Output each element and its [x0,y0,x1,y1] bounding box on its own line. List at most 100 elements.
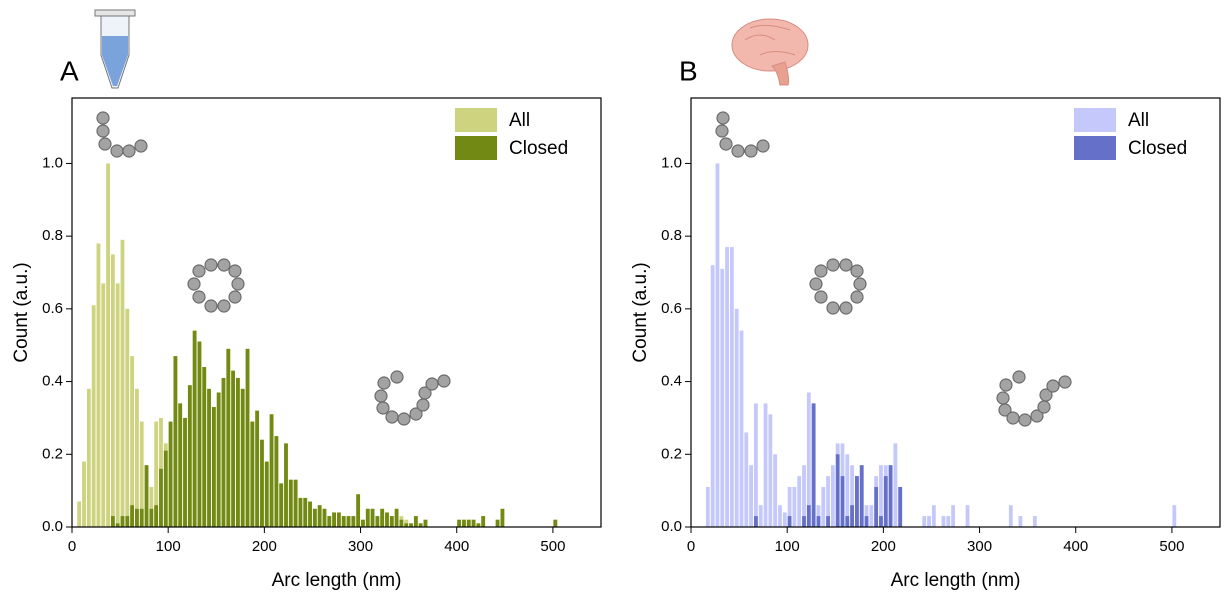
bar [211,407,216,527]
bar [821,487,826,527]
bar [816,516,821,527]
bar [101,283,106,527]
bar [130,505,135,527]
legend-label: All [509,110,530,131]
bar [159,468,163,527]
bar [380,508,385,527]
bar [245,348,250,527]
bar [394,508,399,527]
bar [288,479,293,527]
bar [879,516,883,527]
bar [255,410,260,527]
bar [409,523,413,527]
brain-icon [731,18,809,86]
bar [221,377,226,527]
x-tick-label: 300 [348,538,373,555]
x-axis-label: Arc length (nm) [272,570,402,591]
bar [341,516,346,527]
bar [77,501,82,527]
bar [375,516,380,527]
bar [893,443,898,527]
x-tick-label: 100 [775,538,800,555]
y-tick-label: 0.8 [42,227,63,244]
y-tick-label: 0.0 [42,518,63,535]
bar [240,388,245,527]
bar [154,505,159,527]
bar [763,403,768,527]
bar [231,370,236,527]
plot-frame [71,97,602,528]
bar [269,414,274,527]
bar [739,330,744,527]
bar [274,436,279,527]
bar [1172,505,1177,527]
bar [826,516,830,527]
bar [332,512,336,527]
bar [308,501,312,527]
bar [840,476,845,527]
bar [385,512,389,527]
bar [86,388,91,527]
bar [830,465,835,527]
bar [144,465,149,527]
bar [293,479,298,527]
y-tick-label: 0.8 [661,227,682,244]
bar [370,508,375,527]
bar [835,454,840,527]
bar [125,308,130,527]
bar [135,388,139,527]
y-tick-label: 0.4 [661,373,682,390]
bar [710,265,715,527]
bar [226,348,231,527]
y-tick-label: 0.2 [661,445,682,462]
x-tick-label: 200 [871,538,896,555]
bar [802,465,806,527]
bar [183,417,187,527]
x-tick-label: 300 [967,538,992,555]
bar [778,505,782,527]
bar [787,516,792,527]
x-tick-label: 400 [444,538,469,555]
bar [850,505,855,527]
bar [130,356,135,527]
bar [931,505,936,527]
bar [797,476,802,527]
y-tick-label: 1.0 [42,154,63,171]
bar [139,421,144,527]
bar [476,523,481,527]
bar [744,432,749,527]
bar [202,367,207,527]
bar [82,461,86,527]
bar [322,508,327,527]
ring-bead-icon [187,258,867,315]
bar [120,239,125,527]
bar [826,476,830,527]
legend-swatch [1074,136,1116,160]
bar [139,508,144,527]
bar [749,465,754,527]
bar [965,505,970,527]
bar [389,516,394,527]
y-axis-label: Count (a.u.) [630,262,651,362]
bar [115,523,120,527]
x-tick-label: 200 [252,538,277,555]
legend-swatch [1074,108,1116,132]
bar [888,465,893,527]
bar [279,483,284,527]
bar [879,465,883,527]
bar [250,421,255,527]
bar [859,465,864,527]
legend-swatch [455,108,497,132]
bar [351,516,356,527]
y-tick-label: 0.6 [661,300,682,317]
bar [495,519,500,527]
bar [346,516,351,527]
bar [197,341,202,527]
panel-label: A [60,55,79,86]
bar [192,330,197,527]
bar [715,163,720,527]
bar [734,308,739,527]
bar [298,497,303,527]
bar [260,439,264,527]
